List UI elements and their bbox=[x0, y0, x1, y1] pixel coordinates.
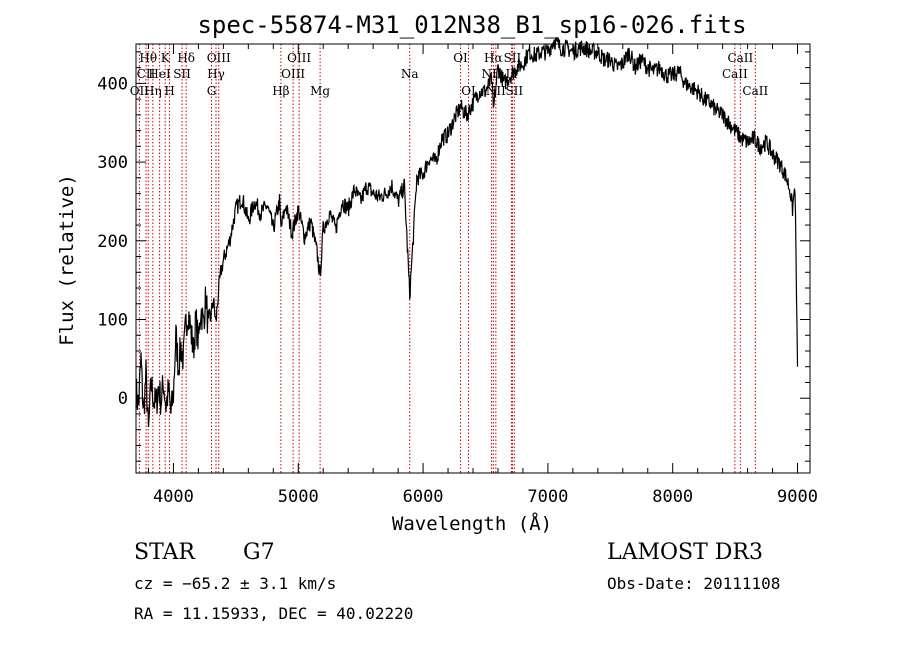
line-label-24: SII bbox=[505, 84, 523, 98]
line-label-17: OI bbox=[453, 51, 468, 65]
x-axis: 4000 5000 6000 7000 8000 9000 bbox=[147, 44, 818, 507]
x-tick-label-2: 6000 bbox=[403, 487, 444, 507]
line-label-10: Hγ bbox=[207, 67, 225, 81]
line-label-16: Na bbox=[401, 67, 419, 81]
x-tick-label-1: 5000 bbox=[278, 487, 319, 507]
line-label-9: OIII bbox=[207, 51, 231, 65]
line-label-4: K bbox=[161, 51, 171, 65]
x-tick-label-0: 4000 bbox=[153, 487, 194, 507]
x-tick-label-5: 9000 bbox=[777, 487, 818, 507]
y-axis: 0 100 200 300 400 bbox=[97, 51, 810, 462]
y-tick-label-3: 300 bbox=[97, 153, 128, 173]
line-label-27: CaII bbox=[742, 84, 768, 98]
emission-line-markers bbox=[138, 44, 756, 473]
object-subclass: G7 bbox=[243, 540, 275, 565]
line-label-8: SII bbox=[173, 67, 191, 81]
observation-date: Obs-Date: 20111108 bbox=[607, 574, 781, 593]
line-label-14: Hβ bbox=[272, 84, 289, 98]
line-label-0: Hθ bbox=[139, 51, 157, 65]
line-label-2: OII bbox=[130, 84, 150, 98]
x-tick-label-4: 8000 bbox=[652, 487, 693, 507]
line-label-11: G bbox=[207, 84, 217, 98]
y-axis-label: Flux (relative) bbox=[56, 174, 78, 346]
survey-name: LAMOST DR3 bbox=[607, 540, 763, 565]
line-label-12: OIII bbox=[287, 51, 311, 65]
line-label-20: SII bbox=[504, 51, 522, 65]
x-axis-label: Wavelength (Å) bbox=[392, 512, 552, 535]
line-label-3: Hη bbox=[144, 84, 162, 98]
line-label-26: CaII bbox=[722, 67, 748, 81]
spectrum-line bbox=[135, 36, 799, 428]
line-label-7: Hδ bbox=[177, 51, 195, 65]
line-label-1: CII bbox=[137, 67, 156, 81]
y-tick-label-0: 0 bbox=[118, 389, 128, 409]
sky-coordinates: RA = 11.15933, DEC = 40.02220 bbox=[134, 604, 414, 623]
object-class: STAR bbox=[134, 540, 195, 565]
line-label-13: OIII bbox=[281, 67, 305, 81]
line-label-19: Hα bbox=[484, 51, 503, 65]
chart-title: spec-55874-M31_012N38_B1_sp16-026.fits bbox=[197, 11, 746, 39]
x-tick-label-3: 7000 bbox=[527, 487, 568, 507]
line-label-6: H bbox=[164, 84, 174, 98]
line-label-18: OI bbox=[461, 84, 476, 98]
line-label-25: CaII bbox=[727, 51, 753, 65]
line-label-5: HeI bbox=[148, 67, 171, 81]
y-tick-label-4: 400 bbox=[97, 74, 128, 94]
redshift-velocity: cz = −65.2 ± 3.1 km/s bbox=[134, 574, 337, 593]
line-label-15: Mg bbox=[310, 84, 330, 98]
y-tick-label-1: 100 bbox=[97, 311, 128, 331]
y-tick-label-2: 200 bbox=[97, 232, 128, 252]
